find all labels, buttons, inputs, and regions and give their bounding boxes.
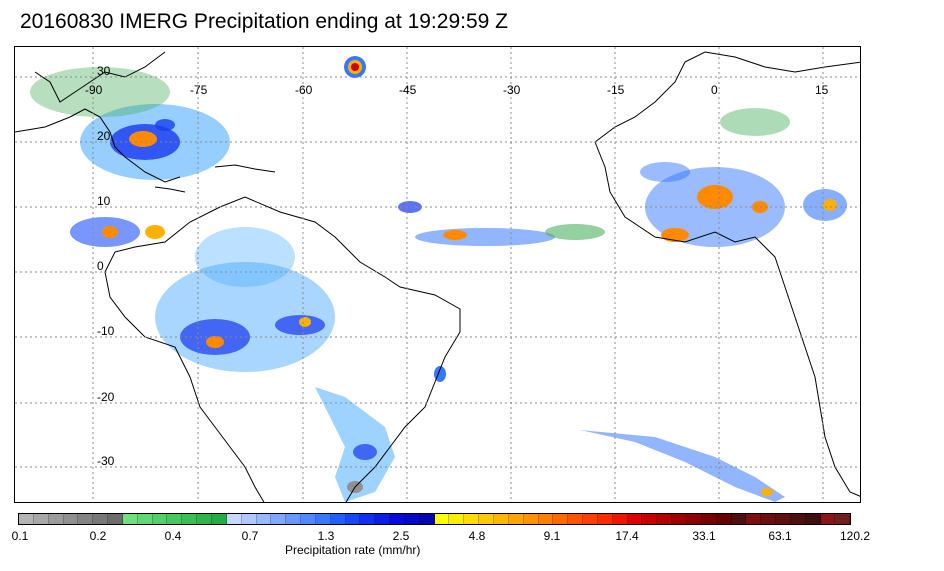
colorbar-segment	[835, 514, 851, 524]
latitude-label: -30	[97, 454, 115, 468]
colorbar-segment	[404, 514, 420, 524]
latitude-label: 20	[97, 129, 111, 143]
colorbar-segment	[152, 514, 168, 524]
colorbar-segment	[108, 514, 123, 524]
colorbar-tick-label: 33.1	[692, 529, 716, 543]
colorbar-segment	[479, 514, 494, 524]
colorbar-segment	[390, 514, 405, 524]
latitude-label: 10	[97, 194, 111, 208]
colorbar-tick-label: 9.1	[543, 529, 561, 543]
colorbar-tick-label: 0.1	[11, 529, 29, 543]
colorbar-segment	[167, 514, 183, 524]
colorbar-segment	[568, 514, 584, 524]
map-title: 20160830 IMERG Precipitation ending at 1…	[20, 10, 508, 33]
longitude-label: -15	[607, 83, 625, 97]
colorbar-segment	[19, 514, 34, 524]
latitude-label: -10	[97, 324, 115, 338]
colorbar-segment	[33, 514, 49, 524]
colorbar-tick-label: 4.8	[468, 529, 486, 543]
colorbar-segment	[241, 514, 257, 524]
colorbar-segment	[701, 514, 717, 524]
colorbar-label: Precipitation rate (mm/hr)	[285, 543, 421, 557]
colorbar-segment	[256, 514, 272, 524]
longitude-label: -75	[190, 83, 208, 97]
colorbar-segment	[553, 514, 569, 524]
colorbar-segment	[211, 514, 227, 524]
colorbar-segment	[642, 514, 658, 524]
longitude-label: -30	[503, 83, 521, 97]
colorbar-segment	[776, 514, 791, 524]
precipitation-map: -90 -75 -60 -45 -30 -15 0 15 30 20 10 0 -10 -20 -30	[14, 46, 861, 503]
latitude-label: 0	[97, 259, 104, 273]
colorbar-tick-label: 2.5	[392, 529, 410, 543]
colorbar-segment	[672, 514, 687, 524]
colorbar-tick-label: 17.4	[615, 529, 639, 543]
longitude-label: 0	[711, 83, 718, 97]
colorbar-segment	[716, 514, 732, 524]
colorbar-segment	[78, 514, 94, 524]
colorbar-segment	[686, 514, 702, 524]
colorbar-segment	[612, 514, 628, 524]
colorbar-tick-label: 0.2	[89, 529, 107, 543]
colorbar-segment	[301, 514, 316, 524]
colorbar-segment	[226, 514, 242, 524]
colorbar-segment	[761, 514, 777, 524]
colorbar-segment	[360, 514, 376, 524]
colorbar-segment	[330, 514, 346, 524]
colorbar-segment	[508, 514, 524, 524]
colorbar-segment	[746, 514, 762, 524]
latitude-label: 30	[97, 64, 111, 78]
colorbar-segment	[627, 514, 643, 524]
colorbar-segment	[805, 514, 821, 524]
latitude-label: -20	[97, 390, 115, 404]
colorbar-segment	[538, 514, 554, 524]
colorbar-segment	[449, 514, 465, 524]
colorbar-segment	[464, 514, 480, 524]
colorbar-ticks: 0.1 0.2 0.4 0.7 1.3 2.5 4.8 9.1 17.4 33.1 63.1 120.…	[0, 529, 944, 543]
colorbar-segment	[375, 514, 391, 524]
colorbar-tick-label: 0.7	[241, 529, 259, 543]
colorbar-segment	[315, 514, 331, 524]
colorbar-segment	[93, 514, 109, 524]
longitude-label: -90	[85, 83, 103, 97]
colorbar	[18, 513, 851, 525]
colorbar-segment	[731, 514, 747, 524]
colorbar-segment	[494, 514, 509, 524]
grid-labels: -90 -75 -60 -45 -30 -15 0 15 30 20 10 0 -10 -20 -30	[85, 64, 829, 468]
colorbar-tick-label: 0.4	[164, 529, 182, 543]
graticule	[15, 47, 860, 502]
colorbar-segment	[271, 514, 287, 524]
colorbar-segment	[657, 514, 673, 524]
colorbar-segment	[434, 514, 450, 524]
colorbar-segment	[419, 514, 435, 524]
colorbar-segment	[182, 514, 198, 524]
colorbar-segment	[137, 514, 153, 524]
colorbar-segment	[286, 514, 302, 524]
colorbar-segment	[597, 514, 613, 524]
colorbar-segment	[63, 514, 79, 524]
colorbar-segment	[345, 514, 361, 524]
colorbar-tick-label: 63.1	[768, 529, 792, 543]
longitude-label: -60	[295, 83, 313, 97]
longitude-label: 15	[815, 83, 829, 97]
colorbar-tick-label: 120.2	[839, 529, 871, 543]
longitude-label: -45	[399, 83, 417, 97]
colorbar-segment	[820, 514, 836, 524]
colorbar-tick-label: 1.3	[317, 529, 335, 543]
map-canvas: -90 -75 -60 -45 -30 -15 0 15 30 20 10 0 -10 -20 -30	[15, 47, 860, 502]
colorbar-segment	[583, 514, 598, 524]
colorbar-segment	[122, 514, 138, 524]
precipitation-layer	[30, 56, 847, 502]
colorbar-segment	[197, 514, 212, 524]
colorbar-segment	[48, 514, 64, 524]
colorbar-segment	[523, 514, 539, 524]
colorbar-segment	[790, 514, 806, 524]
